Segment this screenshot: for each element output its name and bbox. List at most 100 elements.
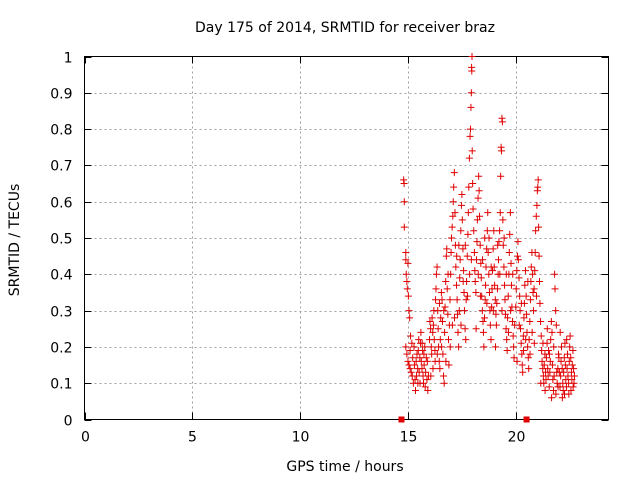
chart-title: Day 175 of 2014, SRMTID for receiver bra… <box>195 20 495 36</box>
data-point <box>462 296 470 304</box>
data-point <box>446 296 454 304</box>
data-point <box>413 372 421 380</box>
data-point <box>501 310 509 318</box>
data-point <box>515 321 523 329</box>
data-point <box>540 361 548 369</box>
data-point <box>568 361 576 369</box>
x-tick-label: 15 <box>400 430 418 446</box>
data-point <box>503 347 511 355</box>
data-point <box>416 379 424 387</box>
data-point <box>484 249 492 257</box>
data-point <box>505 249 513 257</box>
data-point <box>432 285 440 293</box>
data-point <box>400 198 408 206</box>
data-point <box>475 187 483 195</box>
data-point <box>417 328 425 336</box>
data-point <box>510 354 518 362</box>
data-point <box>443 285 451 293</box>
data-point <box>504 314 512 322</box>
data-point <box>449 198 457 206</box>
y-axis-label: SRMTID / TECUs <box>7 184 23 297</box>
data-point <box>418 339 426 347</box>
data-point <box>492 310 500 318</box>
data-point <box>440 379 448 387</box>
data-point <box>559 386 567 394</box>
data-point <box>404 292 412 300</box>
data-point <box>560 354 568 362</box>
data-point <box>510 343 518 351</box>
data-point <box>552 321 560 329</box>
data-point <box>549 376 557 384</box>
data-point <box>458 216 466 224</box>
data-point <box>496 227 504 235</box>
data-point <box>491 296 499 304</box>
data-point <box>556 328 564 336</box>
data-point <box>457 201 465 209</box>
data-point <box>472 325 480 333</box>
data-point <box>448 223 456 231</box>
data-point <box>415 336 423 344</box>
data-point <box>550 386 558 394</box>
data-point <box>520 347 528 355</box>
data-point <box>402 249 410 257</box>
data-point <box>533 201 541 209</box>
data-point <box>406 314 414 322</box>
data-point <box>552 390 560 398</box>
data-point <box>469 205 477 213</box>
y-tick-label: 0.7 <box>50 159 72 175</box>
data-point <box>408 339 416 347</box>
data-point <box>437 314 445 322</box>
data-point <box>532 212 540 220</box>
x-axis-label: GPS time / hours <box>286 459 403 475</box>
data-point <box>457 321 465 329</box>
data-point <box>463 252 471 260</box>
data-point <box>436 365 444 373</box>
data-point <box>492 343 500 351</box>
data-point <box>448 321 456 329</box>
data-point <box>474 194 482 202</box>
data-point <box>476 212 484 220</box>
data-point <box>561 361 569 369</box>
data-point <box>488 303 496 311</box>
data-point <box>436 336 444 344</box>
data-point <box>476 241 484 249</box>
y-tick-label: 0.3 <box>50 305 72 321</box>
data-point <box>537 317 545 325</box>
data-point <box>412 357 420 365</box>
data-point <box>562 376 570 384</box>
data-point <box>464 209 472 217</box>
data-point <box>512 303 520 311</box>
data-point <box>558 394 566 402</box>
data-point <box>445 361 453 369</box>
data-point <box>570 379 578 387</box>
data-point <box>468 53 476 60</box>
data-point <box>500 263 508 271</box>
data-point <box>509 332 517 340</box>
data-point <box>538 347 546 355</box>
data-point <box>481 314 489 322</box>
data-point <box>556 383 564 391</box>
data-point <box>471 267 479 275</box>
data-point <box>514 238 522 246</box>
data-point <box>441 328 449 336</box>
data-point <box>546 368 554 376</box>
data-point <box>410 343 418 351</box>
data-point <box>563 336 571 344</box>
data-point <box>547 317 555 325</box>
data-point <box>502 325 510 333</box>
data-point <box>514 252 522 260</box>
data-point <box>434 325 442 333</box>
data-point <box>548 328 556 336</box>
data-point <box>513 267 521 275</box>
data-point <box>402 270 410 278</box>
data-point <box>545 383 553 391</box>
data-point <box>403 278 411 286</box>
data-point <box>473 256 481 264</box>
data-point <box>521 281 529 289</box>
data-point <box>542 376 550 384</box>
data-point <box>465 154 473 162</box>
data-point <box>466 132 474 140</box>
data-point <box>517 339 525 347</box>
data-point <box>444 310 452 318</box>
data-point <box>483 299 491 307</box>
